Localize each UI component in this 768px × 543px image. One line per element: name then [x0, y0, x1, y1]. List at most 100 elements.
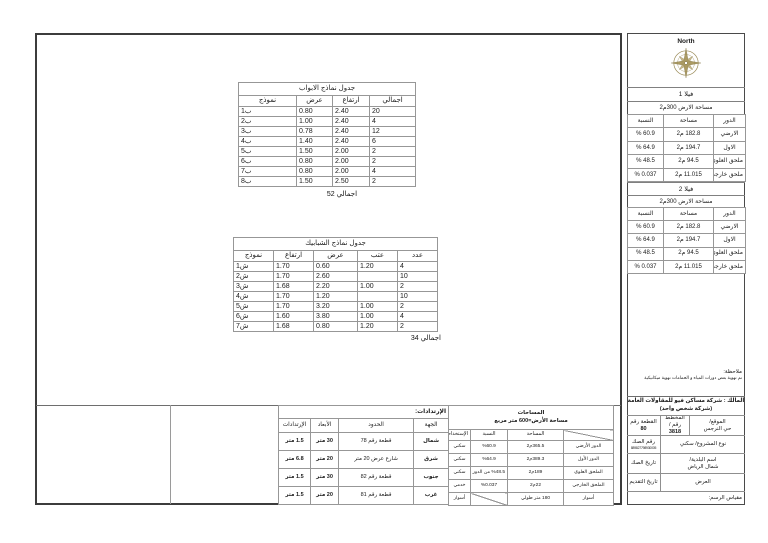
areas-col-ratio: النسبة — [470, 429, 508, 441]
table-cell: 2 — [396, 301, 439, 312]
windows-col-model: نموذج — [233, 250, 274, 262]
plot-label: القطعة رقم — [630, 418, 657, 425]
table-cell: أسوار — [448, 492, 471, 506]
areas-col-area: المساحة — [507, 429, 564, 441]
table-cell: الاول — [713, 233, 746, 248]
table-cell: 4 — [396, 311, 439, 322]
table-cell: 1.00 — [357, 311, 398, 322]
table-cell: ش1 — [233, 261, 274, 272]
table-row: ملحق خارجي11.015 م20.037 % — [627, 259, 746, 275]
setbacks-col-side: الجهة — [413, 418, 450, 433]
table-cell: 1.20 — [357, 261, 398, 272]
table-cell: سكني — [448, 466, 471, 480]
table-row: ش7 1.68 0.80 1.20 2 — [233, 321, 439, 332]
table-cell: خدمي — [448, 479, 471, 493]
doors-table-title: جدول نماذج الابواب — [237, 82, 417, 96]
table-cell: 1.20 — [313, 291, 358, 302]
villa1-col-area: مساحة — [663, 114, 714, 128]
table-cell: الملحق العلوي — [563, 466, 614, 480]
plot-value: 80 — [640, 425, 647, 432]
north-label: North — [677, 38, 695, 45]
table-row: ب2 1.00 2.40 4 — [238, 116, 417, 127]
table-cell: 2.40 — [332, 136, 370, 147]
table-cell: 182.8 م2 — [663, 219, 714, 235]
table-row: ب3 0.78 2.40 12 — [238, 126, 417, 137]
areas-title-row: المساحات مساحة الأرض=600 متر مربع — [448, 405, 614, 430]
scale-label: مقياس الرسم: — [708, 495, 742, 501]
deed-date-label: تاريخ الصك — [630, 460, 657, 467]
table-cell: 1.70 — [273, 301, 314, 312]
location-cell: الموقع/ حي النرجس — [689, 416, 745, 435]
table-row: ب4 1.40 2.40 6 — [238, 136, 417, 147]
table-cell: 1.00 — [357, 301, 398, 312]
table-cell: 0.80 — [296, 156, 333, 167]
table-cell: 20 — [368, 106, 417, 117]
setbacks-title-row: الإرتدادات: — [277, 405, 450, 419]
plan-label: المخطط رقم / — [665, 416, 685, 429]
table-cell: 4 — [368, 166, 417, 177]
table-cell: ملحق خارجي — [713, 167, 746, 182]
table-cell: 1.20 — [357, 321, 398, 332]
table-cell: الدور الأرضي — [563, 440, 614, 454]
table-cell: 2 — [368, 156, 417, 167]
table-cell: 2.00 — [332, 156, 370, 167]
table-cell: 1.00 — [296, 116, 333, 127]
table-cell: 48.5 % — [627, 154, 664, 169]
table-cell: 0.80 — [296, 166, 333, 177]
doors-col-height: ارتفاع — [332, 95, 370, 107]
submit-date-cell: تاريخ التقديم — [627, 474, 660, 491]
table-row: الاول 194.7 م2 64.9 % — [627, 140, 746, 155]
doors-col-width: عرض — [296, 95, 333, 107]
table-cell: 6 — [368, 136, 417, 147]
table-cell — [357, 271, 398, 282]
table-cell: 182.8 م2 — [663, 127, 714, 142]
titleblock-row-location: الموقع/ حي النرجس المخطط رقم / 3818 القط… — [627, 416, 745, 436]
table-cell: 1.60 — [273, 311, 314, 322]
windows-col-count: عدد — [396, 250, 439, 262]
table-cell: 189م2 — [507, 466, 564, 480]
table-cell: ب1 — [238, 106, 297, 117]
table-cell: 1.5 متر — [277, 468, 312, 487]
setbacks-table: الإرتدادات: الجهة الحدود الأبعاد الإرتدا… — [277, 405, 450, 505]
table-cell: 0.037 % — [627, 259, 664, 275]
width-cell: العرض — [660, 474, 745, 491]
table-cell: 94.5 م2 — [663, 154, 714, 169]
table-row: الاول 194.7 م2 64.9 % — [627, 233, 746, 248]
table-row: أسوار 180 متر طولي أسوار — [448, 492, 614, 506]
windows-total-label: اجمالي 34 — [410, 335, 441, 342]
table-cell: 0.037 % — [627, 167, 664, 182]
table-cell: 194.7 م2 — [663, 233, 714, 248]
table-cell: %64.9 — [470, 453, 508, 467]
table-cell: 1.5 متر — [277, 432, 312, 451]
table-cell: 1.68 — [273, 321, 314, 332]
villa1-areas-table: الدور مساحة النسبة الارضي 182.8 م2 60.9 % ا… — [627, 114, 746, 182]
table-cell: 30 متر — [310, 468, 340, 487]
villa2-header-row: الدور مساحة النسبة — [627, 207, 746, 221]
table-cell: 1.70 — [273, 261, 314, 272]
table-cell: 11.015 م2 — [663, 167, 714, 182]
villa2-areas-table: الدور مساحة النسبة الارضي 182.8 م2 60.9 % ا… — [627, 207, 746, 275]
titleblock-row-project: نوع المشروع/ سكني رقم الصك 8898277989300… — [627, 436, 745, 454]
setbacks-col-dims: الأبعاد — [310, 418, 340, 433]
table-cell: 2.40 — [332, 106, 370, 117]
doors-header-row: نموذج عرض ارتفاع اجمالي — [238, 95, 417, 107]
table-cell: 180 متر طولي — [507, 492, 564, 506]
areas-table-title-cell: المساحات مساحة الأرض=600 متر مربع — [448, 405, 614, 430]
table-cell: 2.40 — [332, 126, 370, 137]
table-cell: الارضي — [713, 219, 746, 235]
plan-value: 3818 — [668, 428, 682, 435]
table-row: ش4 1.70 1.20 10 — [233, 291, 439, 302]
areas-table: المساحات مساحة الأرض=600 متر مربع المساح… — [448, 405, 614, 506]
areas-corner-diagonal — [563, 429, 614, 441]
areas-table-title: المساحات — [517, 409, 545, 416]
table-cell — [470, 492, 508, 506]
table-cell: 20 متر — [310, 486, 340, 505]
table-cell: 2 — [368, 176, 417, 187]
table-row: ملحق خارجي11.015 م20.037 % — [627, 167, 746, 182]
setbacks-col-bounds: الحدود — [338, 418, 415, 433]
table-cell: 11.015 م2 — [663, 259, 714, 275]
deed-number-label: رقم الصك — [631, 438, 656, 445]
villa1-title: فيلا 1 — [627, 87, 745, 101]
table-cell: 389.3م2 — [507, 453, 564, 467]
table-cell: 3.20 — [313, 301, 358, 312]
